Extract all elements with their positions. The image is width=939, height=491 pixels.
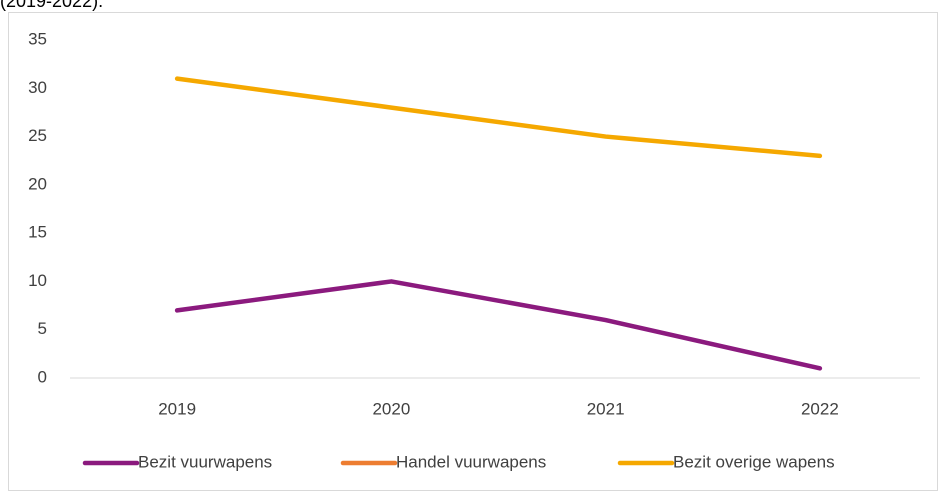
legend-label: Bezit overige wapens (673, 452, 835, 471)
x-tick-label: 2020 (372, 399, 410, 418)
legend-label: Handel vuurwapens (396, 452, 546, 471)
legend-label: Bezit vuurwapens (138, 452, 272, 471)
chart-title: (2019-2022). (0, 0, 103, 11)
x-tick-label: 2019 (158, 399, 196, 418)
y-tick-label: 0 (38, 367, 47, 386)
series-line (174, 279, 823, 371)
y-tick-label: 15 (28, 223, 47, 242)
series-line (174, 76, 823, 159)
x-tick-label: 2021 (587, 399, 625, 418)
chart-frame (8, 12, 938, 491)
y-tick-label: 20 (28, 174, 47, 193)
x-tick-label: 2022 (801, 399, 839, 418)
y-tick-label: 10 (28, 271, 47, 290)
y-tick-label: 30 (28, 78, 47, 97)
y-tick-label: 5 (38, 319, 47, 338)
y-tick-label: 35 (28, 29, 47, 48)
y-tick-label: 25 (28, 126, 47, 145)
